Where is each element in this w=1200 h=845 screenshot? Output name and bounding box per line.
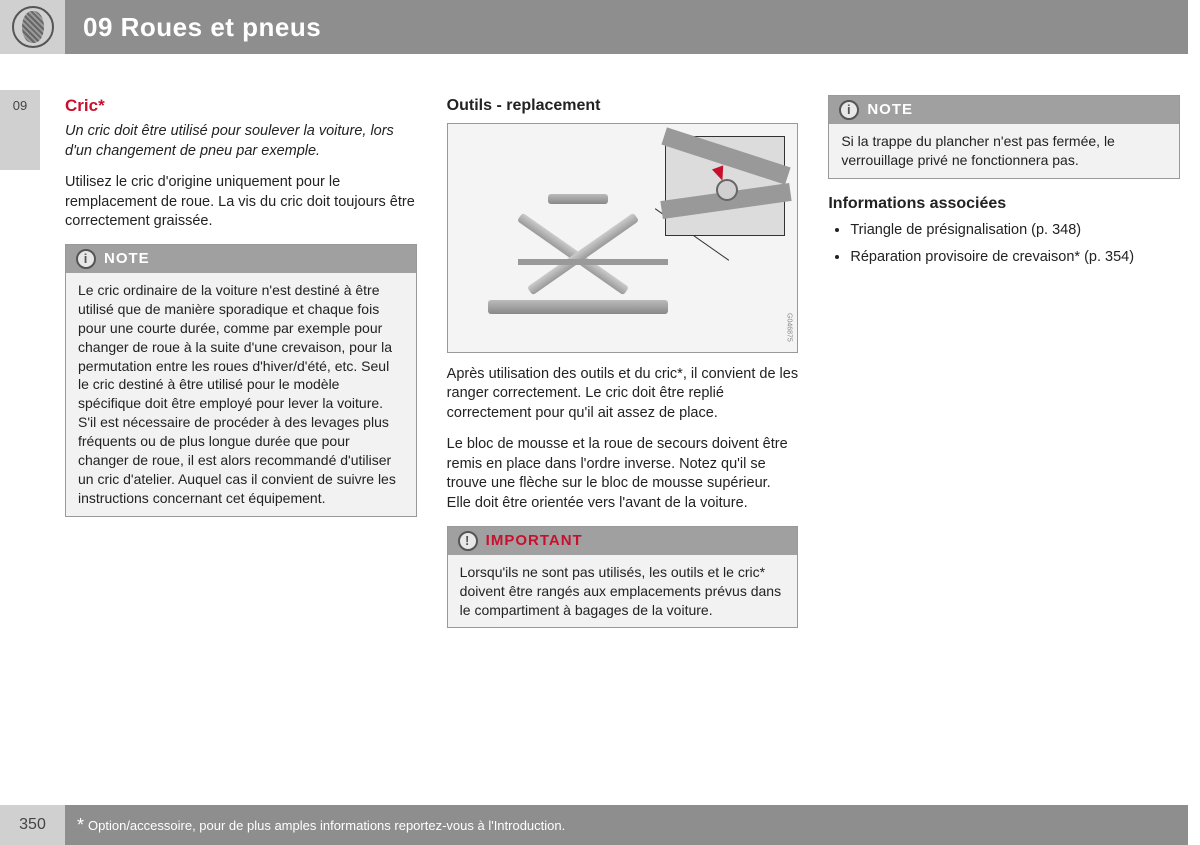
- chapter-icon: [0, 0, 65, 54]
- related-info-title: Informations associées: [828, 193, 1180, 215]
- note-box: i NOTE Si la trappe du plancher n'est pa…: [828, 95, 1180, 179]
- subsection-title: Outils - replacement: [447, 95, 799, 117]
- body-paragraph: Le bloc de mousse et la roue de secours …: [447, 435, 799, 513]
- note-box: i NOTE Le cric ordinaire de la voiture n…: [65, 244, 417, 517]
- important-label: IMPORTANT: [486, 531, 583, 551]
- content-area: Cric* Un cric doit être utilisé pour sou…: [65, 95, 1180, 790]
- asterisk-icon: *: [77, 815, 84, 836]
- jack-figure: G046875: [447, 123, 799, 353]
- page-number: 350: [0, 805, 65, 845]
- note-label: NOTE: [867, 100, 913, 120]
- info-icon: i: [76, 249, 96, 269]
- column-2: Outils - replacement G046875 Après uti: [447, 95, 799, 790]
- chapter-header: 09 Roues et pneus: [65, 0, 1188, 54]
- note-body: Si la trappe du plancher n'est pas fermé…: [829, 124, 1179, 178]
- important-box: ! IMPORTANT Lorsqu'ils ne sont pas utili…: [447, 526, 799, 629]
- important-header: ! IMPORTANT: [448, 527, 798, 555]
- footnote-text: Option/accessoire, pour de plus amples i…: [88, 818, 565, 833]
- footnote: * Option/accessoire, pour de plus amples…: [65, 805, 1188, 845]
- note-label: NOTE: [104, 249, 150, 269]
- figure-id: G046875: [784, 313, 793, 342]
- note-body: Le cric ordinaire de la voiture n'est de…: [66, 273, 416, 516]
- important-body: Lorsqu'ils ne sont pas utilisés, les out…: [448, 555, 798, 628]
- body-paragraph: Après utilisation des outils et du cric*…: [447, 365, 799, 424]
- alert-icon: !: [458, 531, 478, 551]
- intro-text: Un cric doit être utilisé pour soulever …: [65, 122, 417, 161]
- note-header: i NOTE: [829, 96, 1179, 124]
- info-icon: i: [839, 100, 859, 120]
- related-links-list: Triangle de présignalisation (p. 348) Ré…: [828, 221, 1180, 268]
- side-tab: 09: [0, 90, 40, 170]
- chapter-title: 09 Roues et pneus: [83, 12, 321, 43]
- column-1: Cric* Un cric doit être utilisé pour sou…: [65, 95, 417, 790]
- footer: 350 * Option/accessoire, pour de plus am…: [0, 805, 1188, 845]
- related-link[interactable]: Triangle de présignalisation (p. 348): [850, 221, 1180, 241]
- note-header: i NOTE: [66, 245, 416, 273]
- related-link[interactable]: Réparation provisoire de crevaison* (p. …: [850, 248, 1180, 268]
- section-title: Cric*: [65, 95, 417, 118]
- column-3: i NOTE Si la trappe du plancher n'est pa…: [828, 95, 1180, 790]
- figure-callout: [665, 136, 785, 236]
- body-paragraph: Utilisez le cric d'origine uniquement po…: [65, 173, 417, 232]
